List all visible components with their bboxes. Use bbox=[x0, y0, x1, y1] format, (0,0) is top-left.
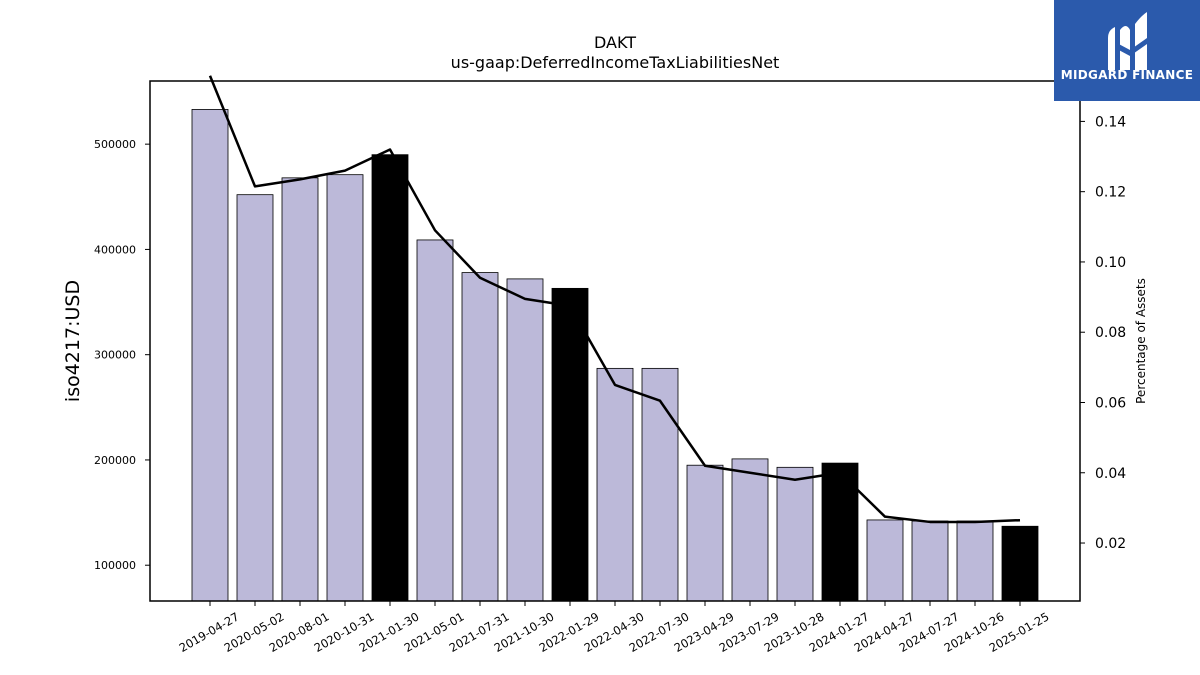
y-tick-label: 500000 bbox=[94, 138, 136, 151]
bar bbox=[506, 278, 544, 602]
y-tick-label: 100000 bbox=[94, 559, 136, 572]
bar bbox=[416, 239, 454, 602]
y2-axis-label: Percentage of Assets bbox=[1134, 278, 1148, 404]
y2-tick-label: 0.04 bbox=[1095, 466, 1126, 482]
bar bbox=[641, 367, 679, 602]
bar bbox=[911, 520, 949, 602]
bar bbox=[866, 519, 904, 602]
bar bbox=[191, 109, 229, 602]
y2-tick-label: 0.10 bbox=[1095, 255, 1126, 271]
bar bbox=[776, 466, 814, 602]
bar bbox=[731, 458, 769, 602]
bar bbox=[686, 464, 724, 602]
logo-text: MIDGARD FINANCE bbox=[1060, 68, 1194, 82]
bar bbox=[236, 194, 274, 602]
y-tick-label: 300000 bbox=[94, 349, 136, 362]
bar bbox=[371, 154, 409, 602]
bar bbox=[551, 287, 589, 602]
y2-tick-label: 0.08 bbox=[1095, 325, 1126, 341]
midgard-finance-logo: MIDGARD FINANCE bbox=[1054, 0, 1200, 101]
y2-tick-label: 0.12 bbox=[1095, 185, 1126, 201]
y-tick-label: 400000 bbox=[94, 243, 136, 256]
y2-tick-label: 0.14 bbox=[1095, 114, 1126, 130]
bar bbox=[1001, 525, 1039, 602]
y2-tick-label: 0.02 bbox=[1095, 536, 1126, 552]
bar bbox=[956, 520, 994, 602]
y-tick-label: 200000 bbox=[94, 454, 136, 467]
y2-tick-label: 0.06 bbox=[1095, 395, 1126, 411]
y-axis-label: iso4217:USD bbox=[62, 280, 84, 402]
bar bbox=[596, 367, 634, 602]
bar bbox=[281, 177, 319, 602]
bar bbox=[461, 272, 499, 602]
bar bbox=[326, 174, 364, 602]
chart-title: DAKT bbox=[594, 33, 636, 52]
chart-subtitle: us-gaap:DeferredIncomeTaxLiabilitiesNet bbox=[451, 53, 780, 72]
logo-mark-icon bbox=[1108, 12, 1147, 70]
